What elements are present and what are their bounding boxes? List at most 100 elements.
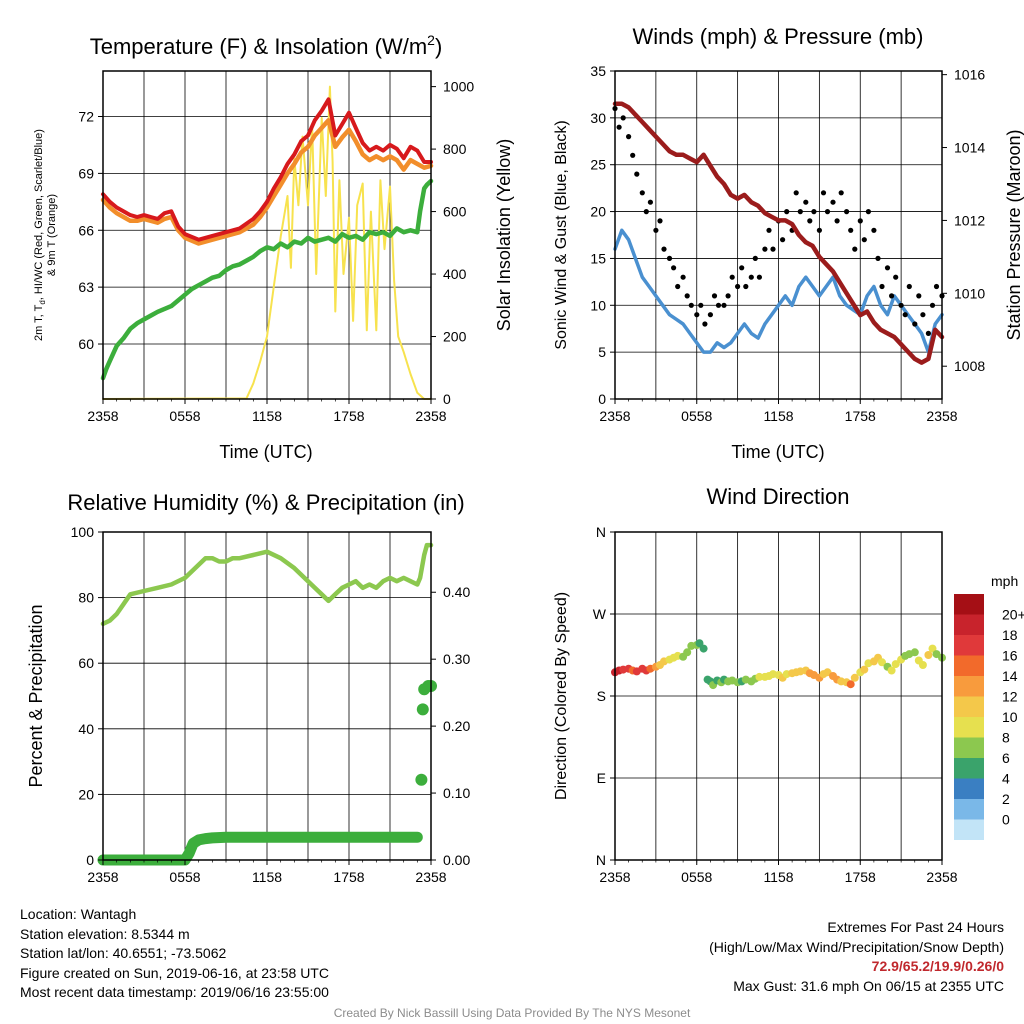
x-tick-label: 2358	[87, 869, 118, 885]
gust-point	[871, 227, 877, 233]
gust-point	[884, 265, 891, 271]
temperature-panel-xlabel: Time (UTC)	[219, 442, 312, 462]
max-gust: Max Gust: 31.6 mph On 06/15 at 2355 UTC	[733, 977, 1004, 994]
gust-point	[721, 302, 727, 308]
temperature-panel: Temperature (F) & Insolation (W/m2) 2358…	[33, 32, 514, 462]
gust-point	[889, 293, 895, 299]
gust-point	[857, 218, 863, 224]
y-tick-label: 60	[78, 336, 94, 352]
y-tick-label: N	[596, 524, 606, 540]
y-tick-label: 5	[598, 344, 606, 360]
humidity-panel-ylabel: Percent & Precipitation	[26, 604, 46, 787]
direction-panel-grid	[615, 532, 942, 860]
gust-point	[666, 255, 673, 261]
x-tick-label: 2358	[599, 869, 630, 885]
gust-point	[929, 302, 936, 308]
gust-point	[852, 246, 858, 252]
gust-point	[729, 274, 735, 280]
legend-swatch	[954, 594, 984, 615]
gust-point	[630, 152, 636, 158]
legend-swatch	[954, 778, 984, 799]
y-tick-label: 72	[78, 109, 94, 125]
gust-point	[626, 134, 632, 140]
gust-point	[770, 246, 776, 252]
station-pressure-line	[612, 101, 945, 365]
direction-point	[850, 673, 859, 682]
x-tick-label: 2358	[926, 408, 957, 424]
direction-point	[910, 648, 919, 657]
legend-swatch	[954, 717, 984, 738]
direction-point	[924, 651, 933, 659]
x-tick-label: 0558	[681, 408, 712, 424]
gust-point	[647, 199, 654, 205]
y2-tick-label: 0	[443, 391, 451, 407]
y2-tick-label: 1016	[954, 67, 985, 83]
figure-created: Figure created on Sun, 2019-06-16, at 23…	[20, 964, 329, 981]
x-tick-label: 1758	[333, 408, 364, 424]
gust-point	[661, 246, 667, 252]
extremes-values: 72.9/65.2/19.9/0.26/0	[871, 958, 1004, 974]
gust-point	[933, 283, 940, 290]
gust-point	[698, 302, 704, 308]
y-tick-label: S	[597, 688, 606, 704]
y2-tick-label: 0.20	[443, 718, 470, 734]
legend-swatch	[954, 655, 984, 676]
y-tick-label: 100	[71, 524, 95, 540]
x-tick-label: 2358	[87, 408, 118, 424]
gust-point	[893, 274, 899, 280]
temperature-panel-ticks: 2358 0558 1158 1758 2358 60 63 66 69 72 0 200 400 600…	[78, 79, 474, 424]
x-tick-label: 0558	[681, 869, 712, 885]
direction-point	[860, 665, 869, 674]
y2-tick-label: 600	[443, 204, 467, 220]
y-tick-label: 69	[78, 165, 94, 181]
gust-point	[925, 330, 932, 336]
gust-point	[861, 237, 867, 243]
gust-point	[620, 115, 626, 121]
gust-point	[653, 227, 659, 233]
direction-point	[887, 666, 896, 675]
gust-point	[743, 283, 749, 290]
y2-tick-label: 1000	[443, 79, 474, 95]
y2-tick-label: 0.30	[443, 651, 470, 667]
humidity-panel-title: Relative Humidity (%) & Precipitation (i…	[67, 490, 464, 515]
gust-point	[756, 274, 763, 280]
gust-point	[898, 302, 904, 308]
y2-tick-label: 0.00	[443, 852, 470, 868]
gust-point	[748, 274, 754, 280]
winds-panel-grid	[615, 71, 942, 399]
winds-panel-title: Winds (mph) & Pressure (mb)	[633, 24, 924, 49]
humidity-panel-grid	[103, 532, 431, 860]
gust-point	[848, 227, 854, 233]
gust-point	[762, 246, 768, 252]
y-tick-label: 0	[86, 852, 94, 868]
y-tick-label: 30	[590, 110, 606, 126]
speed-color-legend: mph 20+ 18 16 14 12 10 8 6 4 2 0	[954, 573, 1024, 840]
gust-point	[739, 265, 745, 271]
y-tick-label: 10	[590, 297, 606, 313]
winds-panel: Winds (mph) & Pressure (mb) 2358 0558 1158…	[553, 24, 1024, 462]
y2-tick-label: 1014	[954, 140, 985, 156]
direction-point	[928, 644, 937, 653]
y-tick-label: 25	[590, 157, 606, 173]
direction-point	[699, 644, 708, 653]
station-latlon: Station lat/lon: 40.6551; -73.5062	[20, 945, 227, 961]
legend-swatch	[954, 819, 984, 840]
gust-point	[865, 209, 872, 215]
gust-point	[844, 209, 850, 215]
gust-point	[780, 237, 786, 243]
x-tick-label: 1758	[845, 869, 876, 885]
gust-point	[875, 255, 881, 261]
legend-label: 6	[1002, 750, 1010, 766]
extremes-info: Extremes For Past 24 Hours (High/Low/Max…	[709, 918, 1004, 996]
direction-panel-series	[611, 639, 946, 690]
temperature-panel-title: Temperature (F) & Insolation (W/m2)	[90, 32, 443, 59]
extremes-heading: Extremes For Past 24 Hours	[827, 919, 1004, 935]
direction-point	[755, 672, 764, 681]
y-tick-label: 20	[78, 786, 94, 802]
gust-point	[657, 218, 663, 224]
legend-swatch	[954, 635, 984, 656]
legend-swatch	[954, 676, 984, 697]
winds-panel-series	[612, 101, 945, 365]
humidity-panel: Relative Humidity (%) & Precipitation (i…	[26, 490, 470, 885]
direction-panel: Wind Direction 2358 0558 1158 1758 2358NESWN…	[553, 484, 1024, 885]
